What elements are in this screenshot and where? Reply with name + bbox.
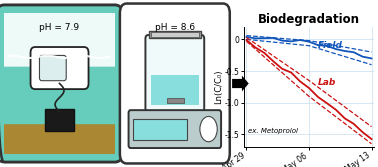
FancyBboxPatch shape xyxy=(146,35,204,112)
Bar xyxy=(151,32,199,37)
Bar xyxy=(149,31,201,38)
Text: pH = 7.9: pH = 7.9 xyxy=(39,23,80,32)
FancyBboxPatch shape xyxy=(31,47,88,89)
Text: Lab: Lab xyxy=(318,78,336,87)
Bar xyxy=(133,119,187,140)
Text: ex. Metoprolol: ex. Metoprolol xyxy=(248,128,298,134)
FancyBboxPatch shape xyxy=(120,4,230,163)
Title: Biodegradation: Biodegradation xyxy=(258,13,360,26)
FancyBboxPatch shape xyxy=(0,5,122,67)
Circle shape xyxy=(200,116,217,142)
Y-axis label: Ln(C/C₀): Ln(C/C₀) xyxy=(214,70,223,104)
Text: Field: Field xyxy=(318,41,343,50)
Bar xyxy=(151,75,199,105)
Text: pH = 8.6: pH = 8.6 xyxy=(155,23,195,32)
FancyBboxPatch shape xyxy=(129,110,221,148)
FancyBboxPatch shape xyxy=(39,55,66,81)
Bar xyxy=(167,98,184,103)
FancyBboxPatch shape xyxy=(0,124,122,162)
FancyBboxPatch shape xyxy=(0,5,122,162)
Bar xyxy=(45,109,74,131)
